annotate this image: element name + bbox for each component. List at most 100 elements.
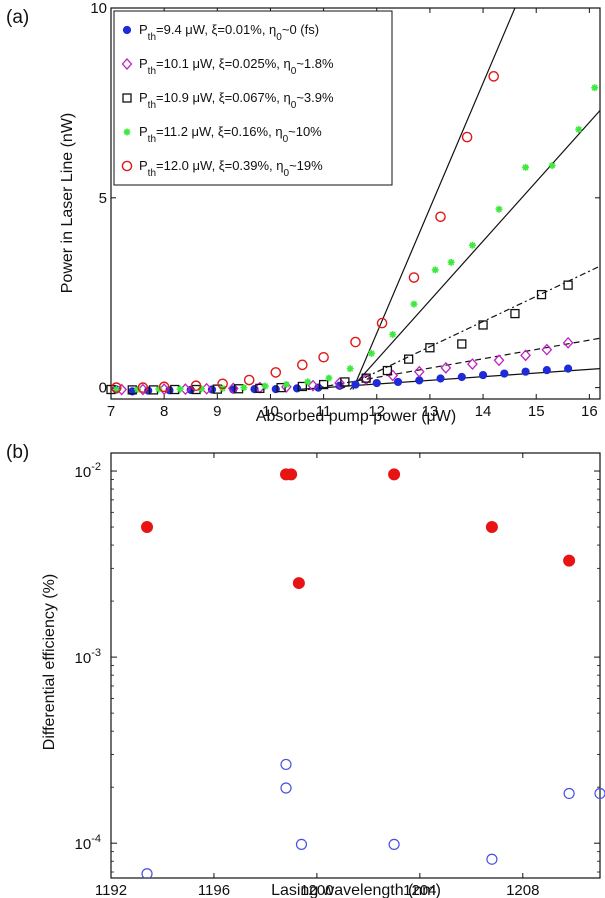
panel-a-y-ticks: 0 5 10	[90, 0, 600, 397]
data-point-series-3	[510, 308, 520, 319]
panel-a-x-tick-label: 9	[213, 403, 221, 420]
data-point-series-1	[521, 367, 530, 376]
data-point-series-2	[295, 838, 308, 851]
data-point-series-4	[548, 162, 556, 170]
data-point-series-2	[563, 787, 575, 800]
panel-b-y-tick-label: 10-2	[75, 461, 101, 481]
data-point-series-5	[137, 382, 149, 393]
panel-a-data-points	[106, 71, 599, 396]
data-point-series-5	[376, 317, 388, 329]
data-point-series-5	[297, 359, 308, 371]
data-point-series-5	[270, 367, 282, 378]
fit-line-series-2	[307, 337, 600, 391]
panel-b-y-tick-label: 10-3	[75, 647, 101, 667]
data-point-series-1	[292, 577, 305, 590]
data-point-series-2	[541, 343, 553, 356]
panel-b-frame	[110, 452, 601, 879]
panel-b-x-ticks: 1192 1196 1200 1204 1208	[95, 453, 539, 898]
data-point-series-2	[520, 349, 531, 362]
data-point-series-5	[461, 131, 473, 143]
data-point-series-5	[217, 378, 228, 390]
data-point-series-3	[536, 289, 547, 300]
panel-a-x-tick-label: 14	[475, 403, 492, 420]
data-point-series-3	[361, 373, 371, 383]
panel-a-y-axis-title: Power in Laser Line (nW)	[59, 113, 76, 294]
data-point-series-1	[141, 521, 154, 534]
panel-b-y-ticks: 10-2 10-3 10-4	[75, 461, 600, 873]
data-point-series-1	[563, 554, 576, 567]
data-point-series-1	[478, 370, 488, 380]
fit-line-series-5	[352, 8, 516, 390]
data-point-series-1	[388, 468, 401, 481]
data-point-series-4	[240, 384, 248, 392]
data-point-series-2	[594, 787, 605, 800]
panel-a-label: (a)	[6, 7, 29, 28]
panel-a-x-tick-label: 13	[422, 403, 439, 420]
data-point-series-2	[562, 336, 574, 349]
data-point-series-2	[413, 365, 425, 378]
panel-a-legend: Pth=9.4 μW, ξ=0.01%, η0~0 (fs) Pth=10.1 μ…	[113, 10, 393, 186]
data-point-series-2	[334, 377, 345, 390]
data-point-series-2	[280, 758, 292, 771]
panel-b-y-axis-title: Differential efficiency (%)	[41, 574, 58, 750]
legend-label-series-2: Pth=10.1 μW, ξ=0.025%, η0~1.8%	[139, 56, 334, 77]
data-point-series-1	[436, 374, 445, 383]
legend-label-series-4: Pth=11.2 μW, ξ=0.16%, η0~10%	[139, 124, 322, 145]
panel-b-x-tick-label: 1208	[506, 882, 539, 898]
data-point-series-1	[500, 369, 509, 378]
panel-a-y-tick-label: 0	[99, 380, 107, 397]
data-point-series-2	[141, 868, 153, 878]
panel-a-x-tick-label: 11	[316, 403, 332, 420]
data-point-series-2	[387, 369, 399, 382]
data-point-series-4	[325, 374, 333, 382]
data-point-series-3	[276, 382, 286, 393]
panel-b-data-points	[141, 468, 605, 878]
panel-a-x-tick-label: 16	[581, 403, 598, 420]
data-point-series-3	[425, 343, 435, 353]
data-point-series-2	[360, 373, 372, 386]
data-point-series-4	[522, 163, 530, 171]
data-point-series-4	[282, 381, 290, 389]
data-point-series-3	[478, 320, 488, 330]
panel-a-x-tick-label: 12	[368, 403, 385, 420]
panel-a-y-tick-label: 5	[99, 190, 107, 207]
data-point-series-5	[190, 380, 202, 392]
data-point-series-5	[158, 381, 170, 393]
panel-a-x-ticks: 7 8 9 10 11 12 13 14 15 16	[107, 8, 598, 420]
data-point-series-3	[404, 354, 414, 364]
data-point-series-4	[112, 386, 120, 394]
panel-a-x-tick-label: 10	[262, 403, 279, 420]
data-point-series-4	[134, 386, 142, 394]
data-point-series-4	[447, 258, 455, 266]
data-point-series-4	[176, 385, 184, 393]
data-point-series-4	[346, 365, 354, 373]
data-point-series-1	[351, 380, 360, 389]
data-point-series-4	[261, 382, 269, 390]
legend-marker-series-4	[123, 128, 131, 136]
data-point-series-5	[435, 211, 446, 223]
data-point-series-3	[563, 280, 573, 290]
panel-a-y-tick-label: 10	[90, 0, 107, 17]
panel-b-axes: 1192 1196 1200 1204 1208 10-2 10-3 10-4 Lasing…	[41, 452, 605, 898]
data-point-series-2	[467, 358, 478, 371]
fit-line-series-3	[339, 265, 600, 391]
data-point-series-1	[415, 376, 424, 385]
panel-b-y-tick-label: 10-4	[75, 833, 101, 853]
data-point-series-5	[488, 71, 499, 82]
data-point-series-3	[457, 339, 467, 349]
data-point-series-1	[457, 372, 466, 382]
fit-line-series-4	[349, 110, 600, 390]
panel-a-frame	[110, 7, 601, 400]
legend-marker-series-2	[121, 58, 133, 70]
data-point-series-4	[155, 385, 163, 393]
legend-marker-series-1	[122, 25, 132, 35]
data-point-series-5	[111, 382, 122, 393]
panel-b-x-tick-label: 1196	[198, 882, 230, 898]
data-point-series-1	[393, 377, 403, 387]
panel-b-x-tick-label: 1204	[403, 882, 436, 898]
data-point-series-5	[350, 336, 361, 348]
data-point-series-4	[468, 241, 476, 249]
data-point-series-1	[542, 366, 551, 375]
panel-b-label: (b)	[6, 442, 29, 463]
data-point-series-1	[372, 378, 381, 388]
